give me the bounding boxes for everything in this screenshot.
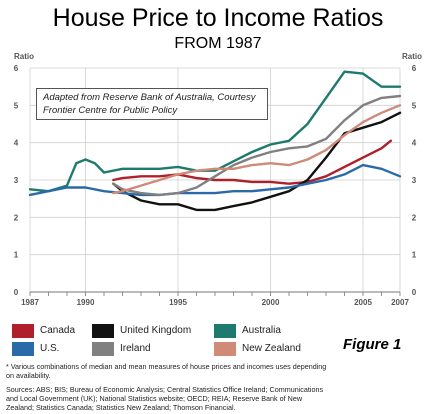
y-tick-label-left: 4 [14,139,19,148]
chart-series [28,70,402,212]
annotation-line-2: Frontier Centre for Public Policy [43,105,178,116]
y-tick-label-right: 3 [412,176,417,185]
y-tick-label-left: 2 [14,213,19,222]
y-axis-ticks: 0 0 1 1 2 2 3 3 4 4 5 5 6 6 [14,64,417,297]
legend-swatch [92,342,114,356]
footnote: * Various combinations of median and mea… [6,362,432,380]
chart-legend: Canada U.S. United Kingdom Ireland Austr… [8,320,428,360]
y-tick-label-left: 3 [14,176,19,185]
y-axis-label-left: Ratio [14,52,34,61]
sources-line-2: and Local Government (UK); National Stat… [6,394,303,403]
legend-swatch [92,324,114,338]
chart-subtitle: FROM 1987 [174,35,262,52]
figure-label: Figure 1 [343,336,402,353]
y-tick-label-left: 5 [14,101,19,110]
source-annotation-box: Adapted from Reserve Bank of Australia, … [36,88,268,120]
y-tick-label-left: 1 [14,251,19,260]
y-tick-label-left: 6 [14,64,19,73]
series-line-new-zealand [112,104,402,195]
y-tick-label-right: 4 [412,139,417,148]
sources-line-1: Sources: ABS; BIS; Bureau of Economic An… [6,385,324,394]
y-axis-label-right: Ratio [402,52,422,61]
sources-note: Sources: ABS; BIS; Bureau of Economic An… [6,385,432,412]
legend-label: New Zealand [242,343,301,354]
x-axis-ticks: 1987 1990 1995 2000 2005 2007 [21,298,409,307]
legend-label: U.S. [40,343,60,354]
legend-swatch [214,324,236,338]
y-tick-label-left: 0 [14,288,19,297]
y-tick-label-right: 2 [412,213,417,222]
x-tick-label: 1990 [77,298,95,307]
y-tick-label-right: 6 [412,64,417,73]
legend-label: Ireland [120,343,151,354]
footnote-line-2: on availability. [6,371,51,380]
x-tick-label: 1987 [21,298,39,307]
legend-swatch [12,342,34,356]
chart-title: House Price to Income Ratios [52,4,384,32]
x-tick-label: 2007 [391,298,409,307]
y-tick-label-right: 0 [412,288,417,297]
sources-line-3: Zealand; Statistics Canada; Statistics N… [6,403,236,412]
series-line-canada [112,139,392,185]
legend-label: Canada [40,325,76,336]
x-tick-label: 2000 [262,298,280,307]
legend-swatch [214,342,236,356]
series-line-ireland [112,94,402,197]
legend-swatch [12,324,34,338]
line-chart: 0 01 12 23 34 45 56 6 1987 1990 1995 2000 2005 2007 … [14,52,422,307]
x-tick-label: 2005 [354,298,372,307]
series-line-u-s [28,163,402,197]
y-tick-label-right: 5 [412,101,417,110]
x-tick-label: 1995 [169,298,187,307]
y-tick-label-right: 1 [412,251,417,260]
annotation-line-1: Adapted from Reserve Bank of Australia, … [43,92,256,103]
legend-label: Australia [242,325,281,336]
legend-label: United Kingdom [120,325,192,336]
footnote-line-1: * Various combinations of median and mea… [6,362,327,371]
